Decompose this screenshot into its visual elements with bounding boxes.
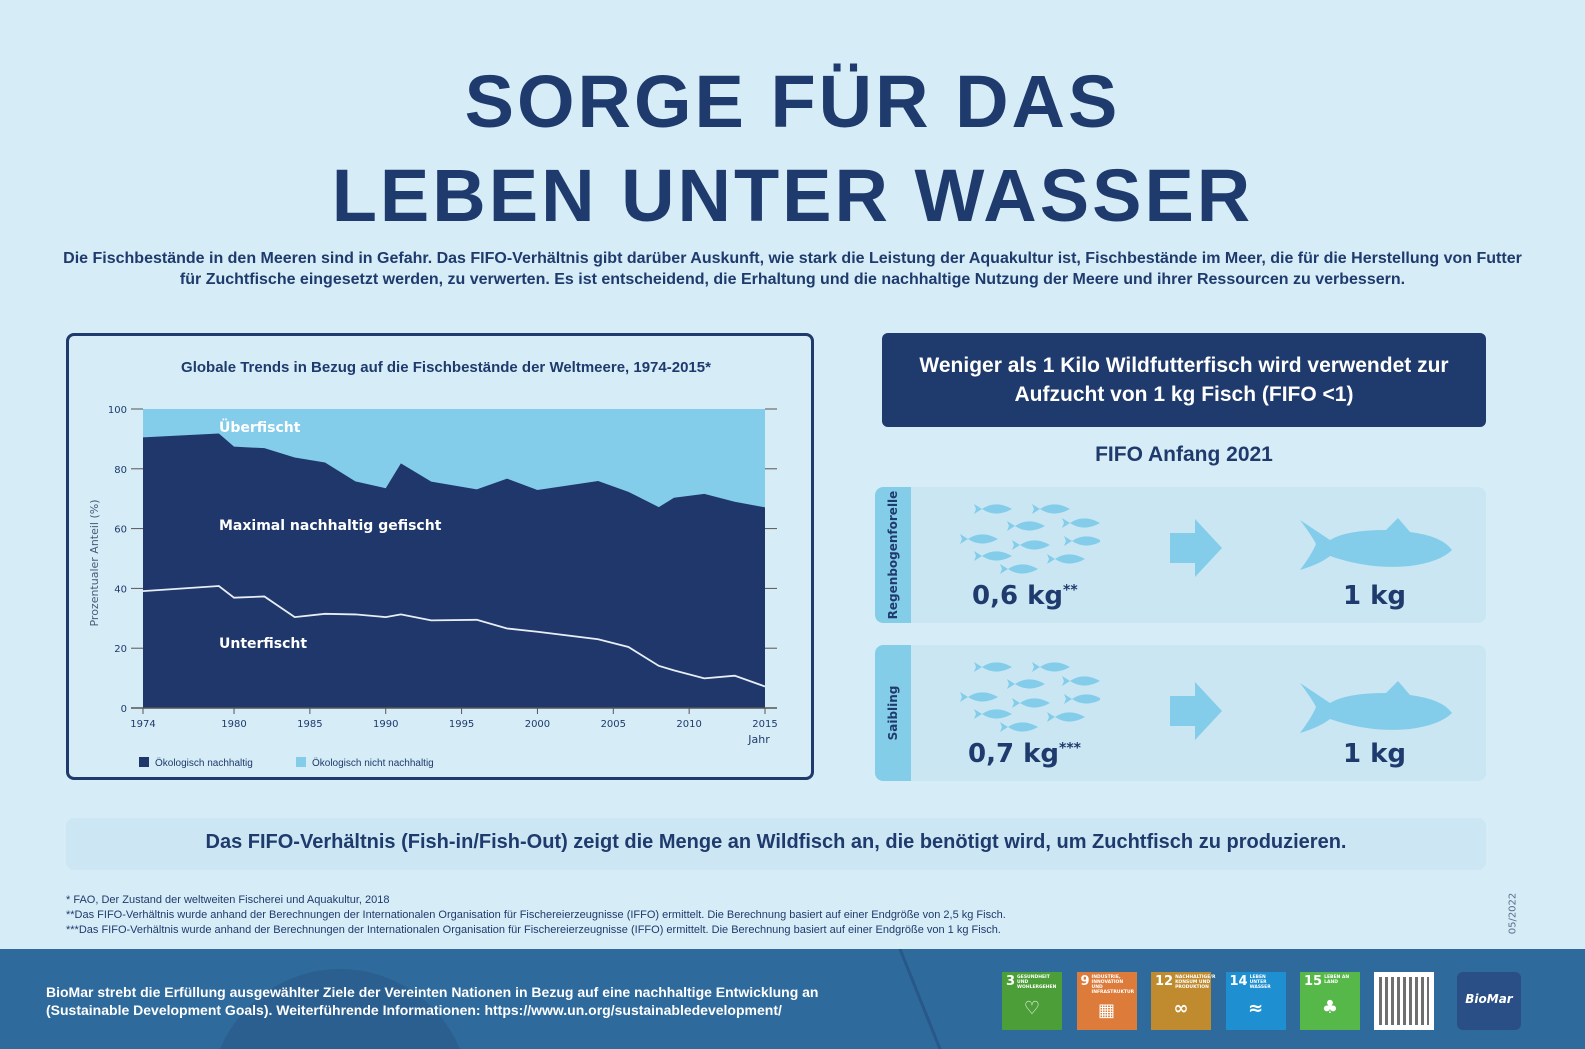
- label-underfished: Unterfischt: [219, 636, 307, 652]
- sdg-number: 3: [1006, 974, 1016, 989]
- legend-unsustainable: Ökologisch nicht nachhaltig: [312, 757, 434, 769]
- legend-sustainable: Ökologisch nachhaltig: [155, 757, 253, 769]
- sdg-label: LEBEN UNTER WASSER: [1249, 975, 1271, 990]
- footer-band: BioMar strebt die Erfüllung ausgewählter…: [0, 949, 1585, 1049]
- footnote-mark: **: [1063, 582, 1078, 599]
- y-tick-label: 40: [114, 584, 127, 595]
- x-tick-label: 2005: [601, 719, 626, 730]
- y-axis-label: Prozentualer Anteil (%): [88, 499, 101, 626]
- input-value: 0,6 kg: [972, 581, 1064, 611]
- footer-line-1: BioMar strebt die Erfüllung ausgewählter…: [46, 984, 819, 1000]
- footer-decoration: [220, 949, 942, 1049]
- footer-text: BioMar strebt die Erfüllung ausgewählter…: [46, 983, 976, 1019]
- chart-title: Globale Trends in Bezug auf die Fischbes…: [181, 359, 711, 376]
- species-tag: Regenbogenforelle: [875, 487, 911, 623]
- underfished-line: [142, 585, 766, 688]
- sdg-icon: ▦: [1097, 1000, 1115, 1021]
- fish-school-icon: [960, 662, 1100, 732]
- intro-text: Die Fischbestände in den Meeren sind in …: [63, 250, 1522, 288]
- label-overfished: Überfischt: [219, 418, 301, 436]
- footer-line-2[interactable]: (Sustainable Development Goals). Weiterf…: [46, 1002, 782, 1018]
- fifo-definition: Das FIFO-Verhältnis (Fish-in/Fish-Out) z…: [66, 818, 1486, 870]
- sdg-number: 15: [1304, 974, 1323, 989]
- sdg-goal-3[interactable]: 3 GESUNDHEIT UND WOHLERGEHEN ♡: [1002, 972, 1062, 1030]
- sdg-header: 15 LEBEN AN LAND: [1304, 975, 1356, 988]
- fish-school-icon: [960, 504, 1100, 574]
- legend-swatch-sustainable: [139, 757, 149, 767]
- sdg-icon: ♡: [1023, 997, 1041, 1019]
- sdg-label: NACHHALTIGE/R KONSUM UND PRODUKTION: [1175, 975, 1216, 990]
- sdg-number: 9: [1080, 974, 1090, 989]
- species-tag: Saibling: [875, 645, 911, 781]
- fifo-row-char: Saibling 0,7 kg*** 1 kg: [875, 645, 1486, 781]
- page-title: SORGE FÜR DAS LEBEN UNTER WASSER: [0, 55, 1585, 243]
- title-line-1: SORGE FÜR DAS: [464, 60, 1121, 143]
- fifo-heading: FIFO Anfang 2021: [1095, 443, 1273, 466]
- title-line-2: LEBEN UNTER WASSER: [331, 154, 1254, 237]
- species-label: Regenbogenforelle: [886, 490, 900, 620]
- sdg-number: 14: [1229, 974, 1248, 989]
- arrow-right-icon: [1170, 682, 1222, 740]
- legend-swatch-unsustainable: [296, 757, 306, 767]
- sdg-label: LEBEN AN LAND: [1324, 975, 1350, 985]
- input-amount: 0,7 kg***: [968, 739, 1081, 769]
- sdg-goal-12[interactable]: 12 NACHHALTIGE/R KONSUM UND PRODUKTION ∞: [1151, 972, 1215, 1030]
- fifo-row-trout: Regenbogenforelle 0,6 kg** 1 kg: [875, 487, 1486, 623]
- sdg-header: 9 INDUSTRIE, INNOVATION UND INFRASTRUKTUR: [1080, 974, 1135, 995]
- sdg-goal-14[interactable]: 14 LEBEN UNTER WASSER ≈: [1225, 972, 1286, 1030]
- sdg-header: 14 LEBEN UNTER WASSER: [1230, 975, 1282, 990]
- arrow-right-icon: [1170, 519, 1222, 577]
- sdg-icon: ♣: [1321, 996, 1339, 1018]
- fish-stock-chart: Globale Trends in Bezug auf die Fischbes…: [88, 359, 778, 769]
- footnote-1: * FAO, Der Zustand der weltweiten Fische…: [66, 894, 390, 906]
- x-tick-label: 1974: [130, 719, 155, 730]
- x-tick-label: 1990: [373, 719, 398, 730]
- y-tick-label: 80: [114, 465, 127, 476]
- sdg-number: 12: [1155, 974, 1174, 989]
- x-tick-label: 2010: [676, 719, 701, 730]
- fifo-banner: Weniger als 1 Kilo Wildfutterfisch wird …: [882, 333, 1486, 427]
- sdg-goal-15[interactable]: 15 LEBEN AN LAND ♣: [1300, 972, 1360, 1030]
- x-tick-label: 2000: [525, 719, 550, 730]
- footnote-3: ***Das FIFO-Verhältnis wurde anhand der …: [66, 924, 1001, 936]
- footnote-2: **Das FIFO-Verhältnis wurde anhand der B…: [66, 909, 1006, 921]
- y-tick-label: 60: [114, 525, 127, 536]
- species-label: Saibling: [886, 685, 900, 741]
- x-axis-label: Jahr: [747, 733, 770, 746]
- area-sustainable: [143, 433, 765, 708]
- sdg-label: INDUSTRIE, INNOVATION UND INFRASTRUKTUR: [1091, 975, 1135, 995]
- input-value: 0,7 kg: [968, 739, 1060, 769]
- x-tick-label: 2015: [752, 719, 777, 730]
- qr-code[interactable]: [1374, 972, 1434, 1030]
- char-fish-icon: [1300, 681, 1452, 733]
- output-amount: 1 kg: [1343, 739, 1407, 769]
- footnotes: * FAO, Der Zustand der weltweiten Fische…: [66, 893, 1006, 938]
- sdg-label: GESUNDHEIT UND WOHLERGEHEN: [1017, 975, 1057, 990]
- sdg-header: 12 NACHHALTIGE/R KONSUM UND PRODUKTION: [1155, 974, 1215, 990]
- input-amount: 0,6 kg**: [972, 581, 1078, 611]
- output-amount: 1 kg: [1343, 581, 1407, 611]
- y-tick-label: 100: [108, 405, 127, 416]
- trout-icon: [1300, 518, 1452, 570]
- y-tick-label: 20: [114, 644, 127, 655]
- sdg-goal-9[interactable]: 9 INDUSTRIE, INNOVATION UND INFRASTRUKTUR…: [1076, 972, 1137, 1030]
- chart-panel: Globale Trends in Bezug auf die Fischbes…: [66, 333, 814, 780]
- sdg-icon: ∞: [1173, 997, 1189, 1019]
- sdg-header: 3 GESUNDHEIT UND WOHLERGEHEN: [1006, 975, 1058, 990]
- y-tick-label: 0: [121, 704, 127, 715]
- date-stamp: 05/2022: [1507, 892, 1519, 935]
- sdg-icon: ≈: [1247, 997, 1264, 1019]
- x-tick-label: 1995: [449, 719, 474, 730]
- biomar-logo: BioMar: [1457, 972, 1521, 1030]
- footnote-mark: ***: [1059, 740, 1081, 757]
- label-max-sustainable: Maximal nachhaltig gefischt: [219, 518, 442, 534]
- x-tick-label: 1980: [221, 719, 246, 730]
- x-tick-label: 1985: [297, 719, 322, 730]
